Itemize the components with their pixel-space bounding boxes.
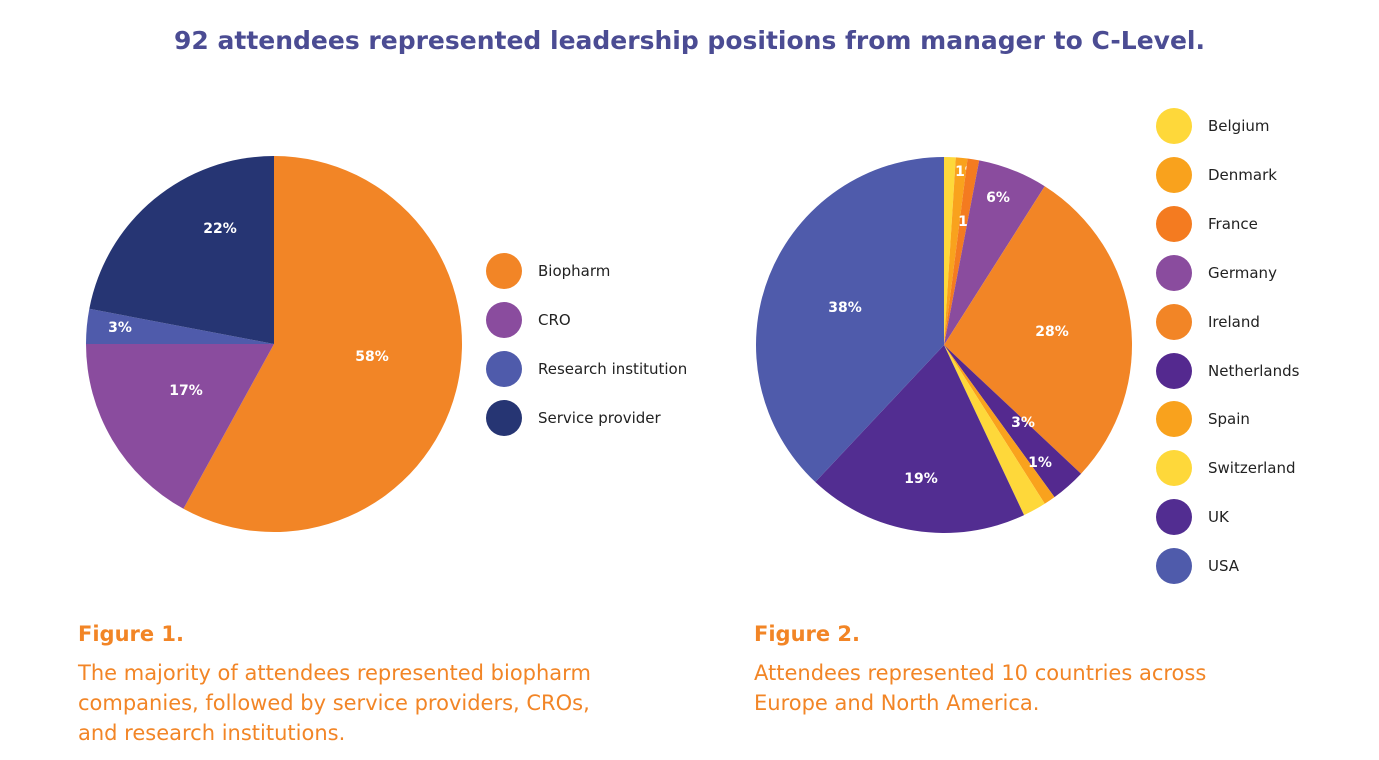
pie-data-label: 58% <box>355 349 389 365</box>
pie-data-label: 3% <box>1011 415 1035 431</box>
figure1-caption-line: companies, followed by service providers… <box>78 691 590 715</box>
pie-data-label: 17% <box>169 383 203 399</box>
legend-item: USA <box>1156 548 1240 585</box>
pie-slice-spain <box>944 345 1055 504</box>
legend-swatch <box>486 400 522 436</box>
pie-slice-germany <box>944 160 1045 345</box>
pie-data-label: 22% <box>203 221 237 237</box>
pie-data-label: 38% <box>828 300 862 316</box>
pie-slice-netherlands <box>944 345 1082 498</box>
legend-label: Switzerland <box>1208 459 1296 478</box>
pie-attendee-type: 58% 17% 3% 22% <box>86 156 463 532</box>
pie-slice-uk <box>815 345 1025 533</box>
pie-data-label: 19% <box>904 471 938 487</box>
legend-item: Switzerland <box>1156 450 1296 487</box>
pie-slice-cro <box>86 344 274 509</box>
legend-swatch <box>1156 108 1192 144</box>
pie-slice-ireland <box>944 186 1132 474</box>
legend-swatch <box>1156 352 1192 389</box>
legend-item: Service provider <box>486 400 661 436</box>
pie-slice-research-institution <box>86 308 274 344</box>
legend-swatch <box>1156 156 1192 193</box>
legend-item: Spain <box>1156 401 1250 438</box>
figure1-caption: The majority of attendees represented bi… <box>78 658 678 748</box>
figure1-caption-line: and research institutions. <box>78 721 346 745</box>
pie-slice-belgium <box>944 157 956 345</box>
pie-slice-france <box>944 158 980 345</box>
legend-item: Ireland <box>1156 303 1260 340</box>
legend-swatch <box>486 351 522 387</box>
legend-label: Ireland <box>1208 312 1260 331</box>
legend-label: Biopharm <box>538 262 611 280</box>
legend-label: USA <box>1208 557 1240 576</box>
pie-data-label: 28% <box>1035 324 1069 340</box>
legend-label: Service provider <box>538 409 661 427</box>
figure2-caption: Attendees represented 10 countries acros… <box>754 658 1314 718</box>
pie-data-label: 3% <box>108 320 132 336</box>
figure1-title: Figure 1. <box>78 622 185 646</box>
legend-label: CRO <box>538 311 571 329</box>
legend-item: UK <box>1156 499 1229 536</box>
legend-countries: Belgium Denmark France Germany Ireland Nether… <box>1156 0 1356 760</box>
legend-item: Biopharm <box>486 253 610 289</box>
pie-slice-biopharm <box>183 156 463 532</box>
legend-label: France <box>1208 214 1258 233</box>
legend-item: Germany <box>1156 254 1277 291</box>
legend-label: Netherlands <box>1208 361 1300 380</box>
legend-swatch <box>1156 303 1192 340</box>
legend-item: CRO <box>486 302 571 338</box>
figure2-caption-line: Attendees represented 10 countries acros… <box>754 661 1207 685</box>
legend-item: Research institution <box>486 351 687 387</box>
figure1-caption-line: The majority of attendees represented bi… <box>78 661 591 685</box>
legend-label: Germany <box>1208 263 1277 282</box>
legend-label: Spain <box>1208 410 1250 429</box>
legend-swatch <box>486 302 522 338</box>
legend-label: Denmark <box>1208 165 1277 184</box>
page-headline: 92 attendees represented leadership posi… <box>174 26 1205 55</box>
pie-slice-denmark <box>944 157 968 345</box>
legend-label: UK <box>1208 508 1229 527</box>
pie-slice-service-provider <box>89 156 275 344</box>
pie-data-label: 6% <box>986 190 1010 206</box>
legend-item: Denmark <box>1156 156 1277 193</box>
figure2-title: Figure 2. <box>754 622 861 646</box>
legend-label: Research institution <box>538 360 688 378</box>
figure2-caption-line: Europe and North America. <box>754 691 1040 715</box>
legend-swatch <box>1156 205 1192 242</box>
pie-slice-usa <box>755 157 944 483</box>
legend-item: Netherlands <box>1156 352 1300 389</box>
legend-swatch <box>1156 401 1192 438</box>
legend-label: Belgium <box>1208 117 1270 135</box>
legend-item: Belgium <box>1156 108 1270 144</box>
legend-swatch <box>1156 450 1192 487</box>
legend-item: France <box>1156 205 1258 242</box>
legend-swatch <box>1156 548 1192 585</box>
pie-data-label: 1% <box>1028 455 1052 471</box>
legend-attendee-type: Biopharm CRO Research institution Service p… <box>486 0 726 760</box>
legend-swatch <box>1156 499 1192 536</box>
pie-slice-switzerland <box>944 345 1045 516</box>
legend-swatch <box>1156 254 1192 291</box>
legend-swatch <box>486 253 522 289</box>
pie-countries: 1%1%1%6%28%3%1%2%19%38% <box>755 157 1132 533</box>
